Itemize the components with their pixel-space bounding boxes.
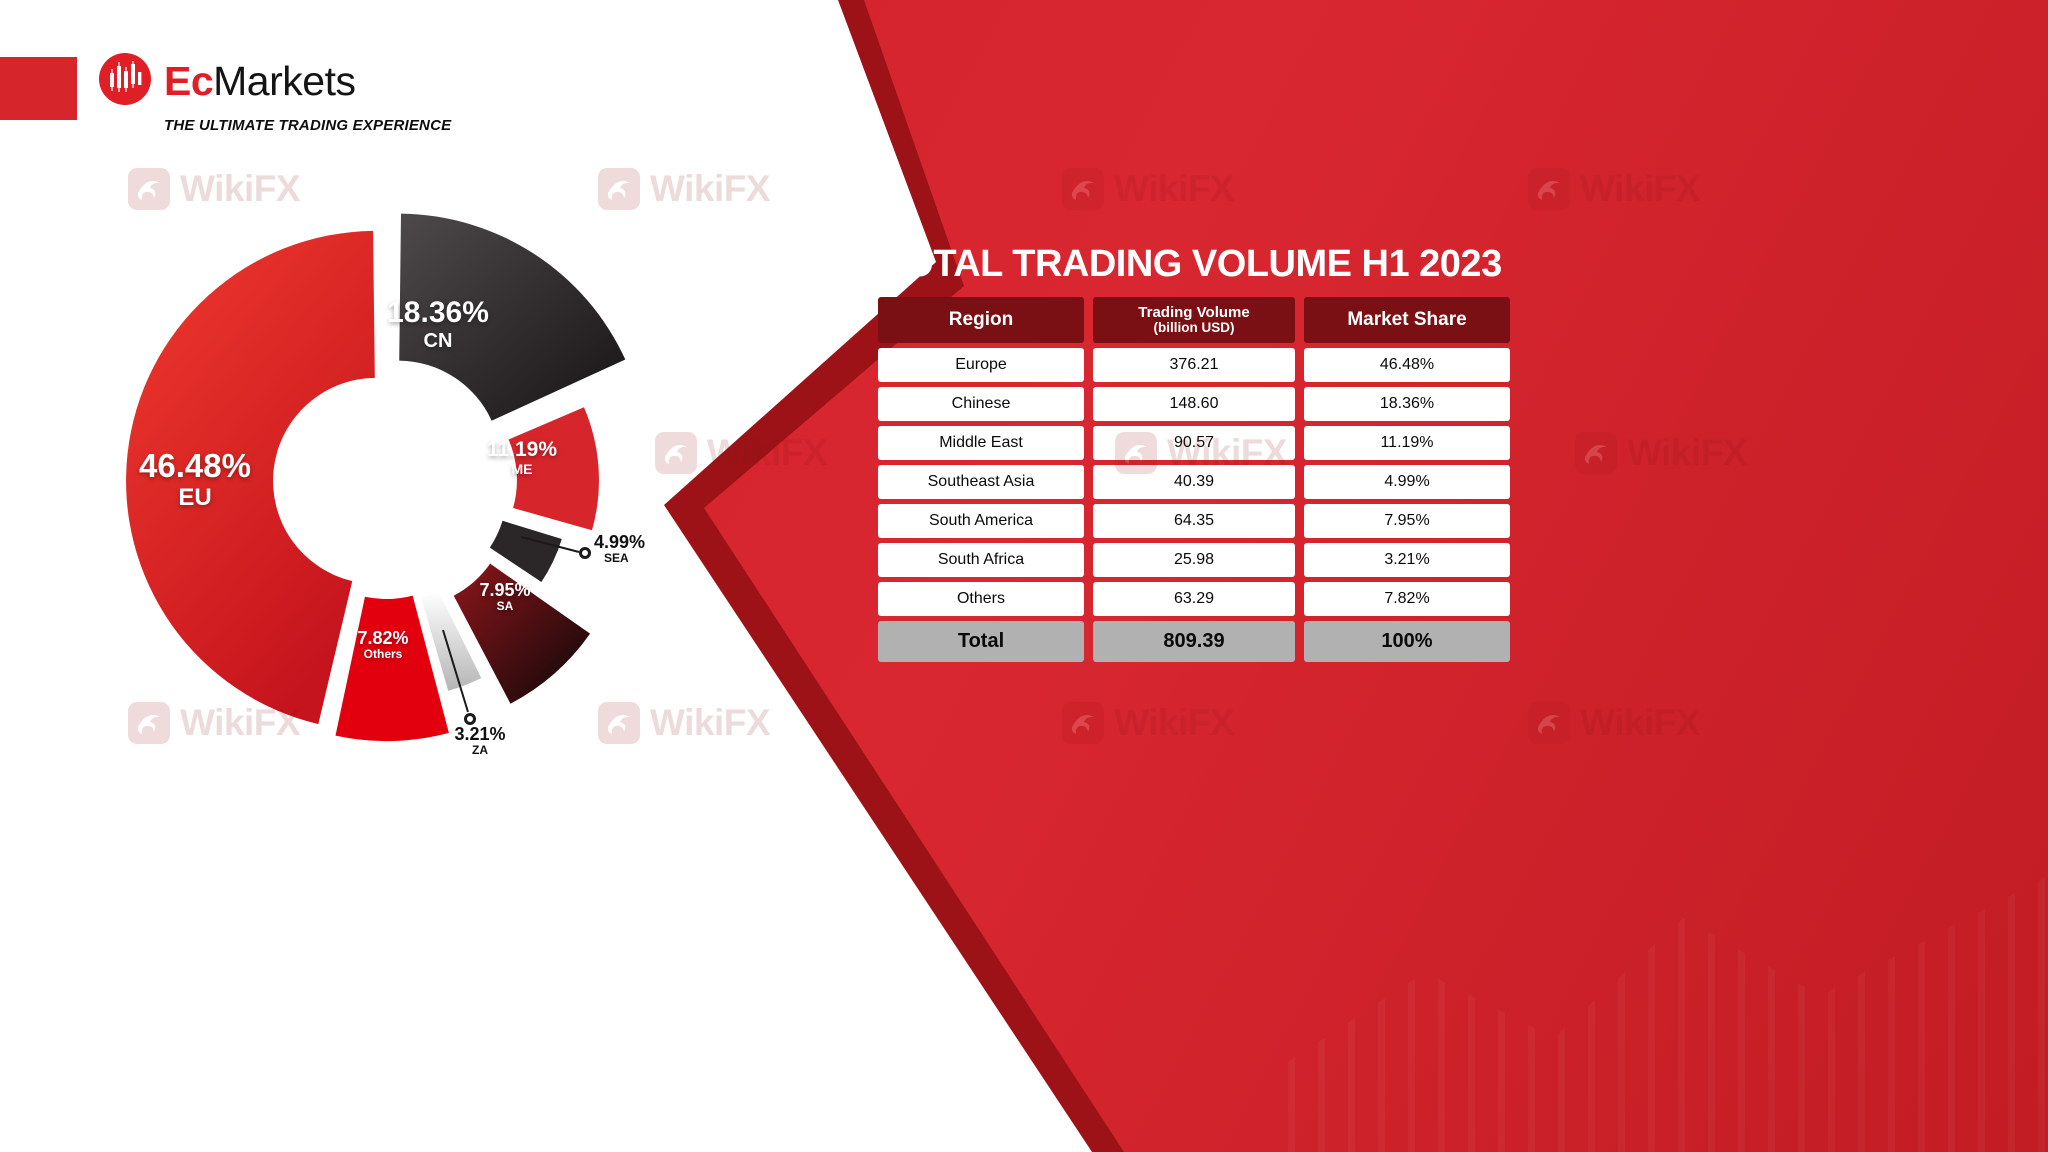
brand-tagline: THE ULTIMATE TRADING EXPERIENCE xyxy=(164,117,452,134)
table-row-south-america-share: 7.95% xyxy=(1304,504,1510,538)
table-row-others-share: 7.82% xyxy=(1304,582,1510,616)
table-header-volume-line1: Trading Volume xyxy=(1138,304,1250,322)
table-row-middle-east-share: 11.19% xyxy=(1304,426,1510,460)
table-row-chinese-region: Chinese xyxy=(878,387,1084,421)
sea-leader-line xyxy=(520,536,591,559)
brand-name-ec: Ec xyxy=(164,58,214,104)
trading-volume-table: Region Trading Volume (billion USD) Mark… xyxy=(878,297,1510,662)
table-row-south-america-region: South America xyxy=(878,504,1084,538)
table-header-region-label: Region xyxy=(948,309,1014,331)
brand-name-markets: Markets xyxy=(213,58,356,104)
pie-segment-me xyxy=(508,407,599,531)
table-total-volume: 809.39 xyxy=(1093,621,1295,662)
pie-segment-sea xyxy=(489,520,562,583)
donut-chart xyxy=(126,213,626,742)
table-row-europe-region: Europe xyxy=(878,348,1084,382)
table-row-chinese-volume: 148.60 xyxy=(1093,387,1295,421)
page-title: TOTAL TRADING VOLUME H1 2023 xyxy=(882,243,1502,285)
table-header-share-label: Market Share xyxy=(1347,309,1467,331)
table-row-south-africa-region: South Africa xyxy=(878,543,1084,577)
table-row-others-volume: 63.29 xyxy=(1093,582,1295,616)
table-header-volume-line2: (billion USD) xyxy=(1153,319,1235,335)
brand-name: EcMarkets xyxy=(164,58,356,105)
donut-segments xyxy=(126,213,626,742)
brand-header: EcMarkets THE ULTIMATE TRADING EXPERIENC… xyxy=(98,52,451,134)
table-row-south-africa-share: 3.21% xyxy=(1304,543,1510,577)
pie-segment-sa xyxy=(453,563,591,704)
pie-segment-cn xyxy=(399,213,626,421)
table-total-label: Total xyxy=(878,621,1084,662)
table-row-chinese-share: 18.36% xyxy=(1304,387,1510,421)
table-row-middle-east-volume: 90.57 xyxy=(1093,426,1295,460)
table-header-volume: Trading Volume (billion USD) xyxy=(1093,297,1295,343)
table-row-south-africa-volume: 25.98 xyxy=(1093,543,1295,577)
table-row-southeast-asia-region: Southeast Asia xyxy=(878,465,1084,499)
table-header-region: Region xyxy=(878,297,1084,343)
za-leader-line xyxy=(442,629,476,725)
table-row-europe-share: 46.48% xyxy=(1304,348,1510,382)
table-total-share: 100% xyxy=(1304,621,1510,662)
table-row-southeast-asia-volume: 40.39 xyxy=(1093,465,1295,499)
table-row-middle-east-region: Middle East xyxy=(878,426,1084,460)
pie-segment-za xyxy=(421,591,482,691)
table-row-southeast-asia-share: 4.99% xyxy=(1304,465,1510,499)
table-row-europe-volume: 376.21 xyxy=(1093,348,1295,382)
table-row-south-america-volume: 64.35 xyxy=(1093,504,1295,538)
table-row-others-region: Others xyxy=(878,582,1084,616)
pie-segment-others xyxy=(335,595,449,742)
left-edge-red-block xyxy=(0,57,77,120)
ecmarkets-logo-icon xyxy=(98,52,152,111)
table-header-share: Market Share xyxy=(1304,297,1510,343)
pie-segment-eu xyxy=(126,230,375,725)
